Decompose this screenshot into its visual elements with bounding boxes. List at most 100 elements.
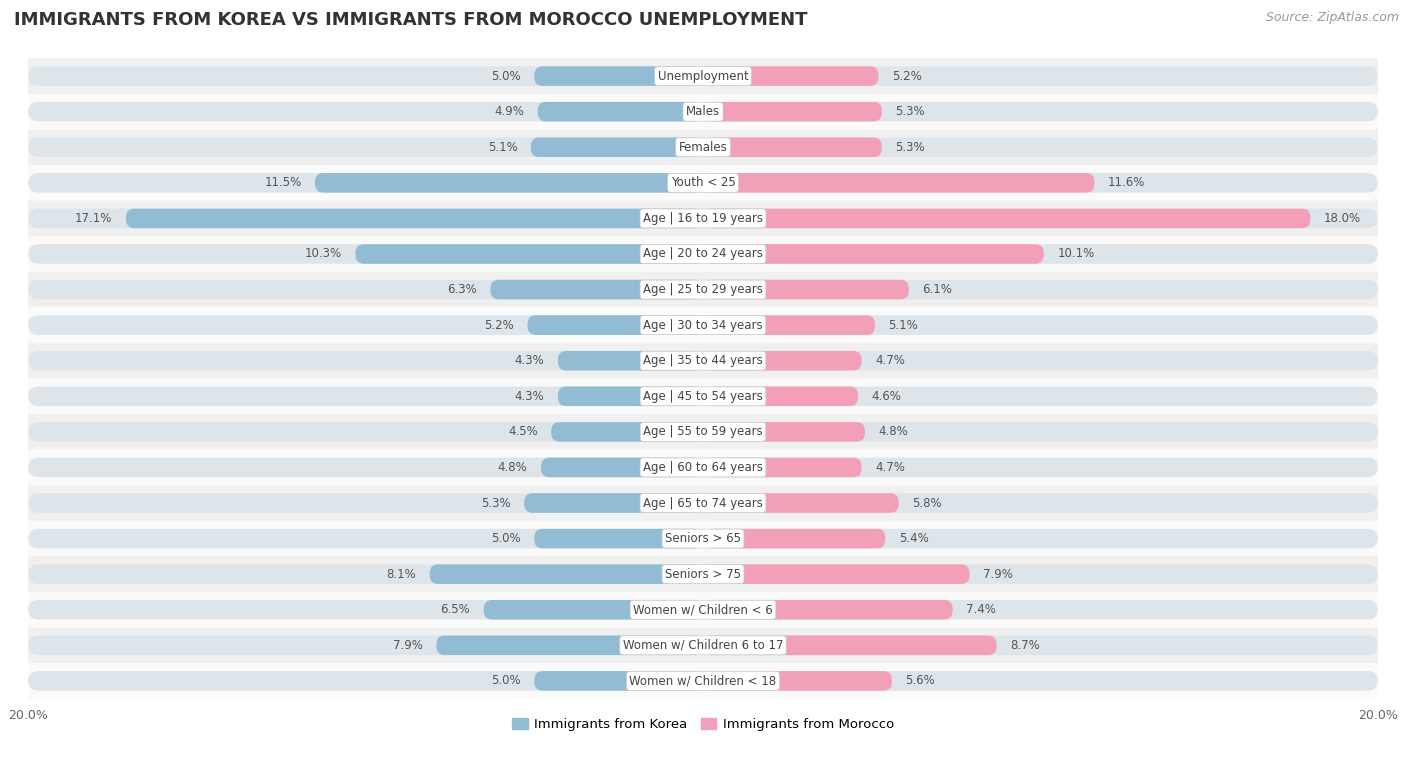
FancyBboxPatch shape: [703, 636, 997, 655]
FancyBboxPatch shape: [703, 565, 970, 584]
Legend: Immigrants from Korea, Immigrants from Morocco: Immigrants from Korea, Immigrants from M…: [506, 713, 900, 737]
FancyBboxPatch shape: [28, 138, 703, 157]
FancyBboxPatch shape: [703, 636, 1378, 655]
FancyBboxPatch shape: [531, 138, 703, 157]
FancyBboxPatch shape: [28, 102, 703, 121]
Text: 4.8%: 4.8%: [498, 461, 527, 474]
Text: Age | 30 to 34 years: Age | 30 to 34 years: [643, 319, 763, 332]
FancyBboxPatch shape: [28, 209, 703, 228]
Text: 5.3%: 5.3%: [481, 497, 510, 509]
Text: 4.8%: 4.8%: [879, 425, 908, 438]
FancyBboxPatch shape: [703, 529, 1378, 548]
FancyBboxPatch shape: [356, 245, 703, 263]
FancyBboxPatch shape: [703, 422, 865, 441]
FancyBboxPatch shape: [11, 628, 1395, 663]
Text: 17.1%: 17.1%: [75, 212, 112, 225]
Text: 11.5%: 11.5%: [264, 176, 301, 189]
Text: Age | 20 to 24 years: Age | 20 to 24 years: [643, 248, 763, 260]
FancyBboxPatch shape: [558, 351, 703, 370]
FancyBboxPatch shape: [703, 529, 886, 548]
FancyBboxPatch shape: [11, 307, 1395, 343]
FancyBboxPatch shape: [11, 94, 1395, 129]
Text: 5.1%: 5.1%: [488, 141, 517, 154]
Text: Age | 25 to 29 years: Age | 25 to 29 years: [643, 283, 763, 296]
Text: 4.6%: 4.6%: [872, 390, 901, 403]
Text: Age | 65 to 74 years: Age | 65 to 74 years: [643, 497, 763, 509]
FancyBboxPatch shape: [703, 209, 1378, 228]
Text: 8.1%: 8.1%: [387, 568, 416, 581]
FancyBboxPatch shape: [28, 458, 703, 477]
FancyBboxPatch shape: [534, 67, 703, 86]
FancyBboxPatch shape: [11, 378, 1395, 414]
FancyBboxPatch shape: [28, 494, 703, 512]
FancyBboxPatch shape: [484, 600, 703, 619]
Text: Unemployment: Unemployment: [658, 70, 748, 83]
Text: 5.8%: 5.8%: [912, 497, 942, 509]
Text: 5.2%: 5.2%: [484, 319, 515, 332]
FancyBboxPatch shape: [703, 102, 882, 121]
FancyBboxPatch shape: [28, 351, 703, 370]
FancyBboxPatch shape: [703, 671, 1378, 690]
Text: 5.1%: 5.1%: [889, 319, 918, 332]
FancyBboxPatch shape: [11, 556, 1395, 592]
Text: 5.2%: 5.2%: [891, 70, 922, 83]
Text: 7.9%: 7.9%: [394, 639, 423, 652]
FancyBboxPatch shape: [11, 485, 1395, 521]
FancyBboxPatch shape: [430, 565, 703, 584]
FancyBboxPatch shape: [541, 458, 703, 477]
FancyBboxPatch shape: [315, 173, 703, 192]
FancyBboxPatch shape: [11, 201, 1395, 236]
Text: Age | 45 to 54 years: Age | 45 to 54 years: [643, 390, 763, 403]
FancyBboxPatch shape: [537, 102, 703, 121]
Text: 18.0%: 18.0%: [1324, 212, 1361, 225]
Text: Age | 55 to 59 years: Age | 55 to 59 years: [643, 425, 763, 438]
FancyBboxPatch shape: [703, 67, 1378, 86]
FancyBboxPatch shape: [28, 173, 703, 192]
FancyBboxPatch shape: [703, 422, 1378, 441]
FancyBboxPatch shape: [703, 671, 891, 690]
FancyBboxPatch shape: [534, 529, 703, 548]
Text: 6.1%: 6.1%: [922, 283, 952, 296]
FancyBboxPatch shape: [703, 494, 898, 512]
FancyBboxPatch shape: [703, 173, 1378, 192]
FancyBboxPatch shape: [127, 209, 703, 228]
FancyBboxPatch shape: [28, 422, 703, 441]
Text: 8.7%: 8.7%: [1010, 639, 1040, 652]
FancyBboxPatch shape: [11, 592, 1395, 628]
Text: 5.3%: 5.3%: [896, 105, 925, 118]
Text: Seniors > 75: Seniors > 75: [665, 568, 741, 581]
FancyBboxPatch shape: [28, 636, 703, 655]
FancyBboxPatch shape: [28, 387, 703, 406]
FancyBboxPatch shape: [703, 245, 1043, 263]
Text: Age | 35 to 44 years: Age | 35 to 44 years: [643, 354, 763, 367]
FancyBboxPatch shape: [524, 494, 703, 512]
FancyBboxPatch shape: [28, 245, 703, 263]
FancyBboxPatch shape: [28, 67, 703, 86]
FancyBboxPatch shape: [11, 236, 1395, 272]
FancyBboxPatch shape: [703, 316, 875, 335]
FancyBboxPatch shape: [558, 387, 703, 406]
FancyBboxPatch shape: [534, 671, 703, 690]
Text: 4.3%: 4.3%: [515, 390, 544, 403]
Text: 4.5%: 4.5%: [508, 425, 537, 438]
FancyBboxPatch shape: [11, 129, 1395, 165]
Text: Age | 16 to 19 years: Age | 16 to 19 years: [643, 212, 763, 225]
FancyBboxPatch shape: [703, 316, 1378, 335]
Text: 11.6%: 11.6%: [1108, 176, 1146, 189]
FancyBboxPatch shape: [28, 280, 703, 299]
Text: Women w/ Children < 18: Women w/ Children < 18: [630, 674, 776, 687]
Text: 5.6%: 5.6%: [905, 674, 935, 687]
FancyBboxPatch shape: [703, 280, 1378, 299]
FancyBboxPatch shape: [703, 209, 1310, 228]
FancyBboxPatch shape: [703, 138, 1378, 157]
Text: 4.7%: 4.7%: [875, 461, 905, 474]
FancyBboxPatch shape: [11, 343, 1395, 378]
Text: 5.0%: 5.0%: [491, 70, 520, 83]
Text: Seniors > 65: Seniors > 65: [665, 532, 741, 545]
FancyBboxPatch shape: [11, 450, 1395, 485]
FancyBboxPatch shape: [703, 67, 879, 86]
FancyBboxPatch shape: [703, 600, 1378, 619]
Text: 6.5%: 6.5%: [440, 603, 470, 616]
Text: Women w/ Children < 6: Women w/ Children < 6: [633, 603, 773, 616]
Text: 10.1%: 10.1%: [1057, 248, 1094, 260]
